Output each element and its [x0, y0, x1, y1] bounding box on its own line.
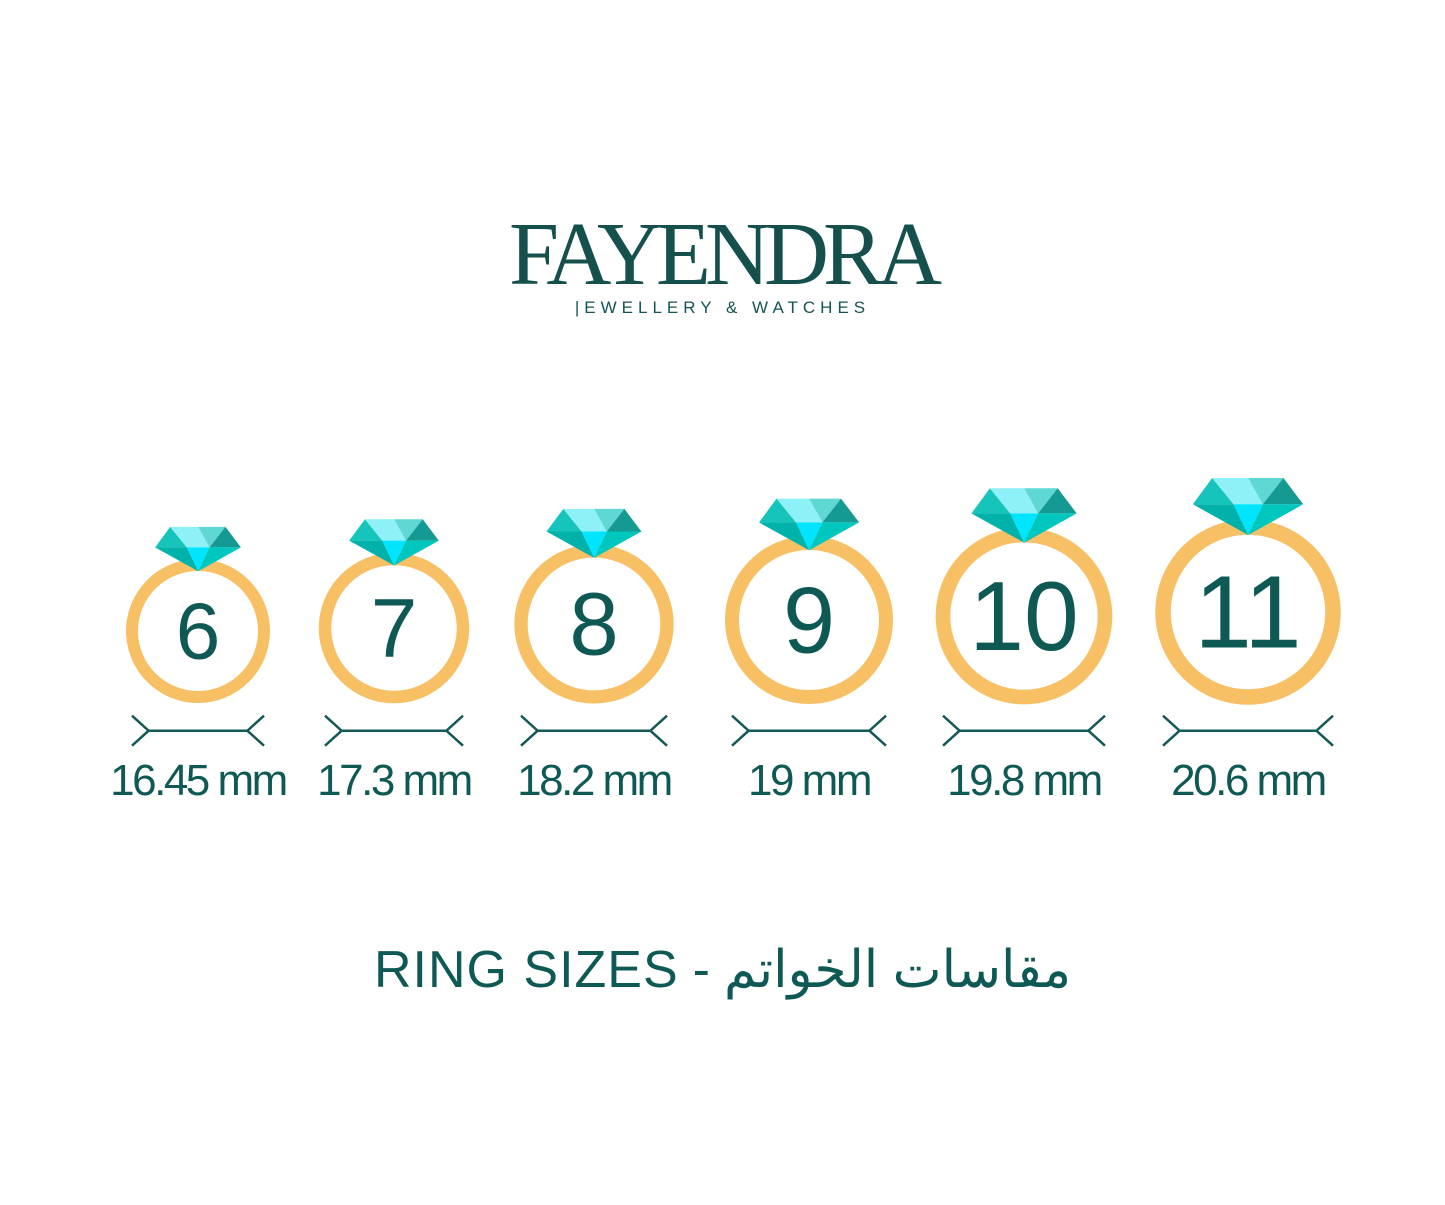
svg-text:18.2 mm: 18.2 mm — [517, 756, 671, 805]
svg-text:11: 11 — [1194, 554, 1301, 670]
svg-text:8: 8 — [569, 575, 618, 674]
svg-text:20.6 mm: 20.6 mm — [1171, 756, 1325, 805]
svg-text:7: 7 — [371, 581, 418, 675]
svg-text:19.8 mm: 19.8 mm — [947, 756, 1101, 805]
svg-text:16.45 mm: 16.45 mm — [110, 756, 286, 805]
svg-text:10: 10 — [969, 561, 1078, 671]
svg-text:6: 6 — [176, 586, 221, 676]
svg-text:19 mm: 19 mm — [748, 756, 870, 805]
svg-text:17.3 mm: 17.3 mm — [317, 756, 471, 805]
svg-text:9: 9 — [783, 567, 835, 672]
